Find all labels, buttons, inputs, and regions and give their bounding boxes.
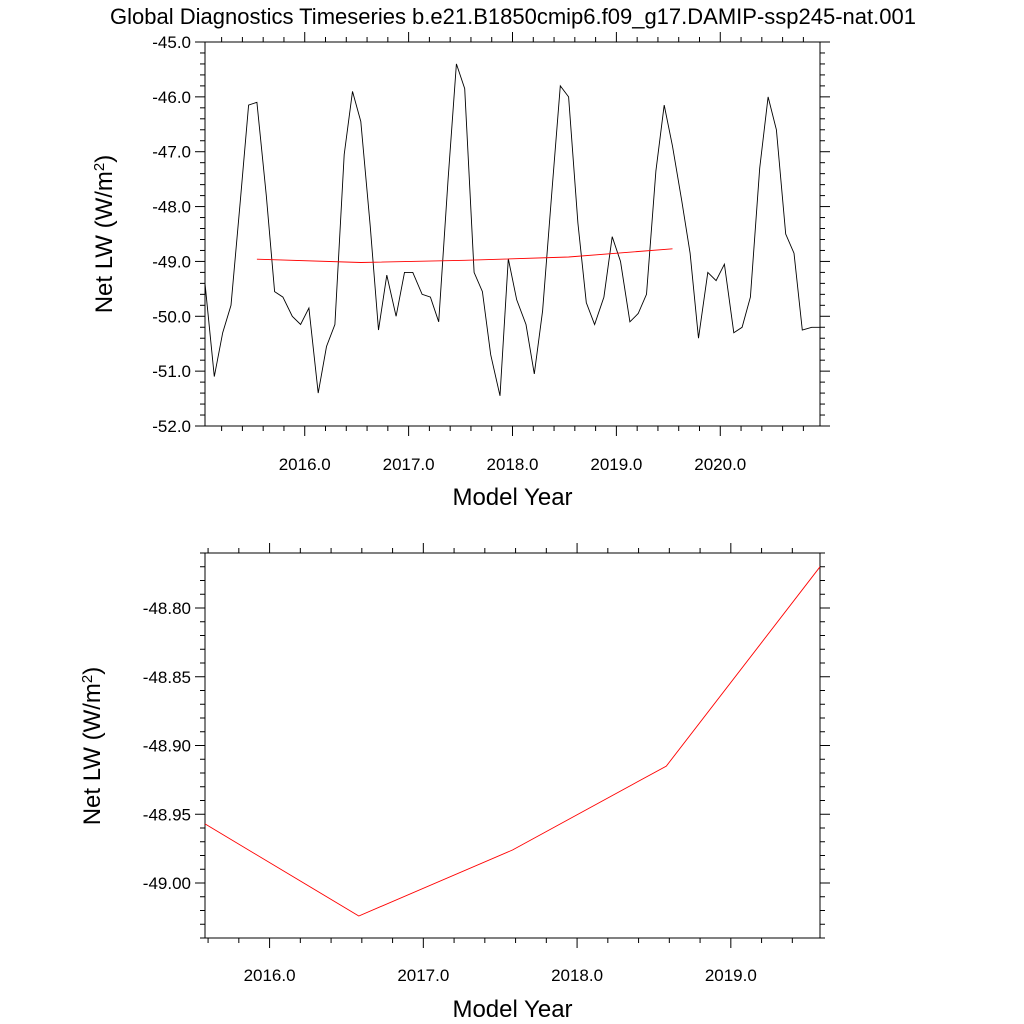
y-axis-label: Net LW (W/m2) [79,667,107,826]
x-tick-label: 2016.0 [244,966,296,985]
x-tick-label: 2018.0 [551,966,603,985]
y-tick-label: -48.80 [143,599,191,618]
y-axis-label: Net LW (W/m2) [91,155,119,314]
y-tick-label: -49.00 [143,874,191,893]
x-axis-label: Model Year [452,996,572,1023]
x-tick-label: 2016.0 [279,455,331,474]
y-tick-label: -45.0 [152,33,191,52]
series-line [256,248,673,263]
y-tick-label: -50.0 [152,307,191,326]
plot-frame [204,41,821,427]
x-axis-label: Model Year [452,484,572,511]
top-plot: 2016.0 2017.0 2018.0 2019.0 2020.0 -52.0 -51.0… [91,32,830,511]
series-line [204,63,820,396]
y-tick-label: -48.95 [143,805,191,824]
x-tick-label: 2017.0 [397,966,449,985]
y-tick-label: -46.0 [152,88,191,107]
x-tick-label: 2018.0 [487,455,539,474]
x-tick-label: 2019.0 [590,455,642,474]
y-tick-label: -52.0 [152,417,191,436]
y-tick-label: -47.0 [152,143,191,162]
chart-title: Global Diagnostics Timeseries b.e21.B185… [110,4,916,29]
bottom-plot: 2016.0 2017.0 2018.0 2019.0 -49.00 -48.95 -48.… [79,543,830,1023]
x-tick-label: 2019.0 [705,966,757,985]
x-tick-label: 2017.0 [383,455,435,474]
y-tick-label: -48.90 [143,737,191,756]
y-tick-label: -51.0 [152,362,191,381]
x-tick-label: 2020.0 [694,455,746,474]
series-line [204,566,821,917]
y-tick-label: -48.0 [152,198,191,217]
y-tick-label: -49.0 [152,252,191,271]
plot-frame [204,552,821,939]
y-tick-label: -48.85 [143,668,191,687]
